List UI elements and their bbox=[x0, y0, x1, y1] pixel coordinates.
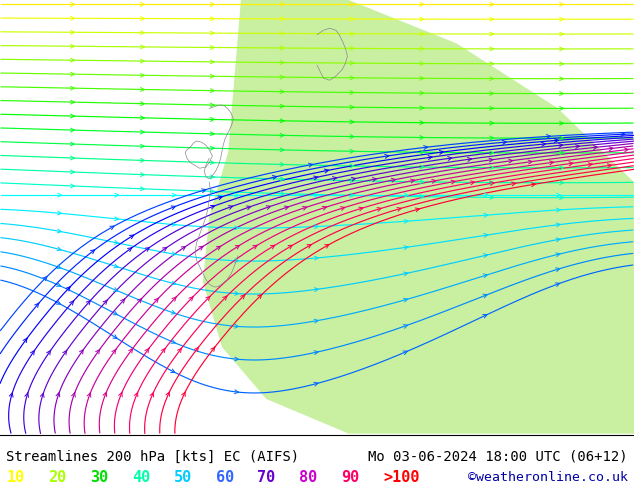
Text: 50: 50 bbox=[174, 470, 192, 485]
Text: 10: 10 bbox=[6, 470, 25, 485]
Text: 90: 90 bbox=[341, 470, 359, 485]
Text: Mo 03-06-2024 18:00 UTC (06+12): Mo 03-06-2024 18:00 UTC (06+12) bbox=[368, 449, 628, 464]
Text: Streamlines 200 hPa [kts] EC (AIFS): Streamlines 200 hPa [kts] EC (AIFS) bbox=[6, 449, 299, 464]
Text: ©weatheronline.co.uk: ©weatheronline.co.uk bbox=[468, 471, 628, 484]
Polygon shape bbox=[203, 0, 634, 434]
Text: 40: 40 bbox=[132, 470, 150, 485]
Text: 80: 80 bbox=[299, 470, 318, 485]
Text: 20: 20 bbox=[48, 470, 67, 485]
Text: 60: 60 bbox=[216, 470, 234, 485]
Text: >100: >100 bbox=[383, 470, 420, 485]
Text: 70: 70 bbox=[257, 470, 276, 485]
Text: 30: 30 bbox=[90, 470, 108, 485]
